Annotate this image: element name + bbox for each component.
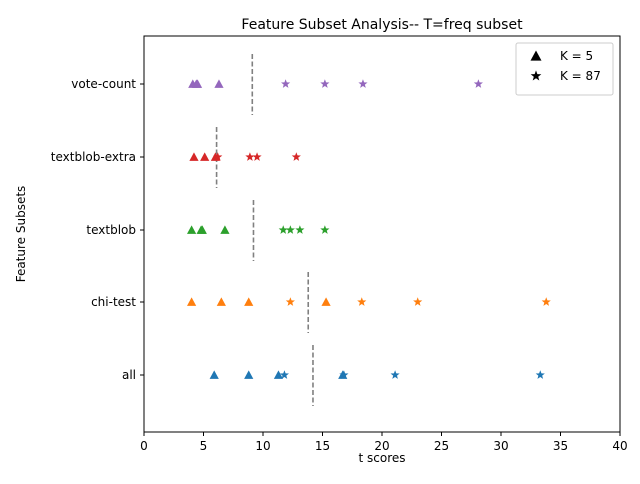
k87-point [358, 79, 368, 88]
y-tick-label: all [122, 368, 136, 382]
k5-point [192, 79, 203, 88]
legend-label: K = 87 [560, 69, 601, 83]
k87-point [285, 297, 295, 306]
x-tick-label: 25 [434, 439, 449, 453]
y-axis-ticks: vote-count textblob-extra textblob chi-test… [51, 77, 144, 382]
k87-point [285, 225, 295, 234]
chart-title: Feature Subset Analysis-- T=freq subset [241, 17, 523, 33]
k87-point [291, 152, 301, 161]
k87-point [213, 152, 223, 161]
k5-point [187, 225, 197, 234]
x-tick-label: 35 [553, 439, 568, 453]
x-tick-label: 10 [255, 439, 270, 453]
k87-point [413, 297, 423, 306]
k5-point [273, 370, 284, 379]
k87-point [278, 225, 288, 234]
plot-area [187, 54, 551, 406]
k5-point [321, 297, 331, 306]
k87-point [535, 370, 545, 379]
k5-point [209, 370, 219, 379]
k87-point [473, 79, 483, 88]
legend-frame [515, 42, 614, 96]
k87-point [295, 225, 305, 234]
k5-point [197, 225, 207, 234]
x-tick-label: 20 [374, 439, 389, 453]
legend-star-icon [530, 70, 542, 81]
x-axis-label: t scores [358, 451, 405, 465]
x-tick-label: 15 [315, 439, 330, 453]
legend-triangle-icon [530, 50, 542, 61]
k87-point [252, 152, 262, 161]
k5-point [216, 297, 226, 306]
x-tick-label: 30 [493, 439, 508, 453]
k87-point [357, 297, 367, 306]
k5-point [189, 152, 199, 161]
y-tick-label: vote-count [71, 77, 136, 91]
k87-point [245, 152, 255, 161]
x-tick-label: 40 [612, 439, 627, 453]
k5-point [187, 297, 197, 306]
k5-point [244, 370, 254, 379]
legend-label: K = 5 [560, 49, 593, 63]
x-tick-label: 5 [200, 439, 208, 453]
k5-point [200, 152, 210, 161]
y-tick-label: textblob-extra [51, 150, 136, 164]
k5-point [220, 225, 230, 234]
y-axis-label: Feature Subsets [14, 186, 28, 283]
k87-point [279, 370, 289, 379]
k87-point [339, 370, 349, 379]
legend: K = 5 K = 87 [515, 42, 614, 96]
k87-point [281, 79, 291, 88]
k87-point [541, 297, 551, 306]
k87-point [320, 79, 330, 88]
k5-point [244, 297, 254, 306]
y-tick-label: chi-test [91, 295, 136, 309]
x-axis-ticks: 0 5 10 15 20 25 30 35 40 [140, 432, 628, 453]
k87-point [320, 225, 330, 234]
k87-point [390, 370, 400, 379]
k5-point [214, 79, 224, 88]
y-tick-label: textblob [86, 223, 136, 237]
x-tick-label: 0 [140, 439, 148, 453]
